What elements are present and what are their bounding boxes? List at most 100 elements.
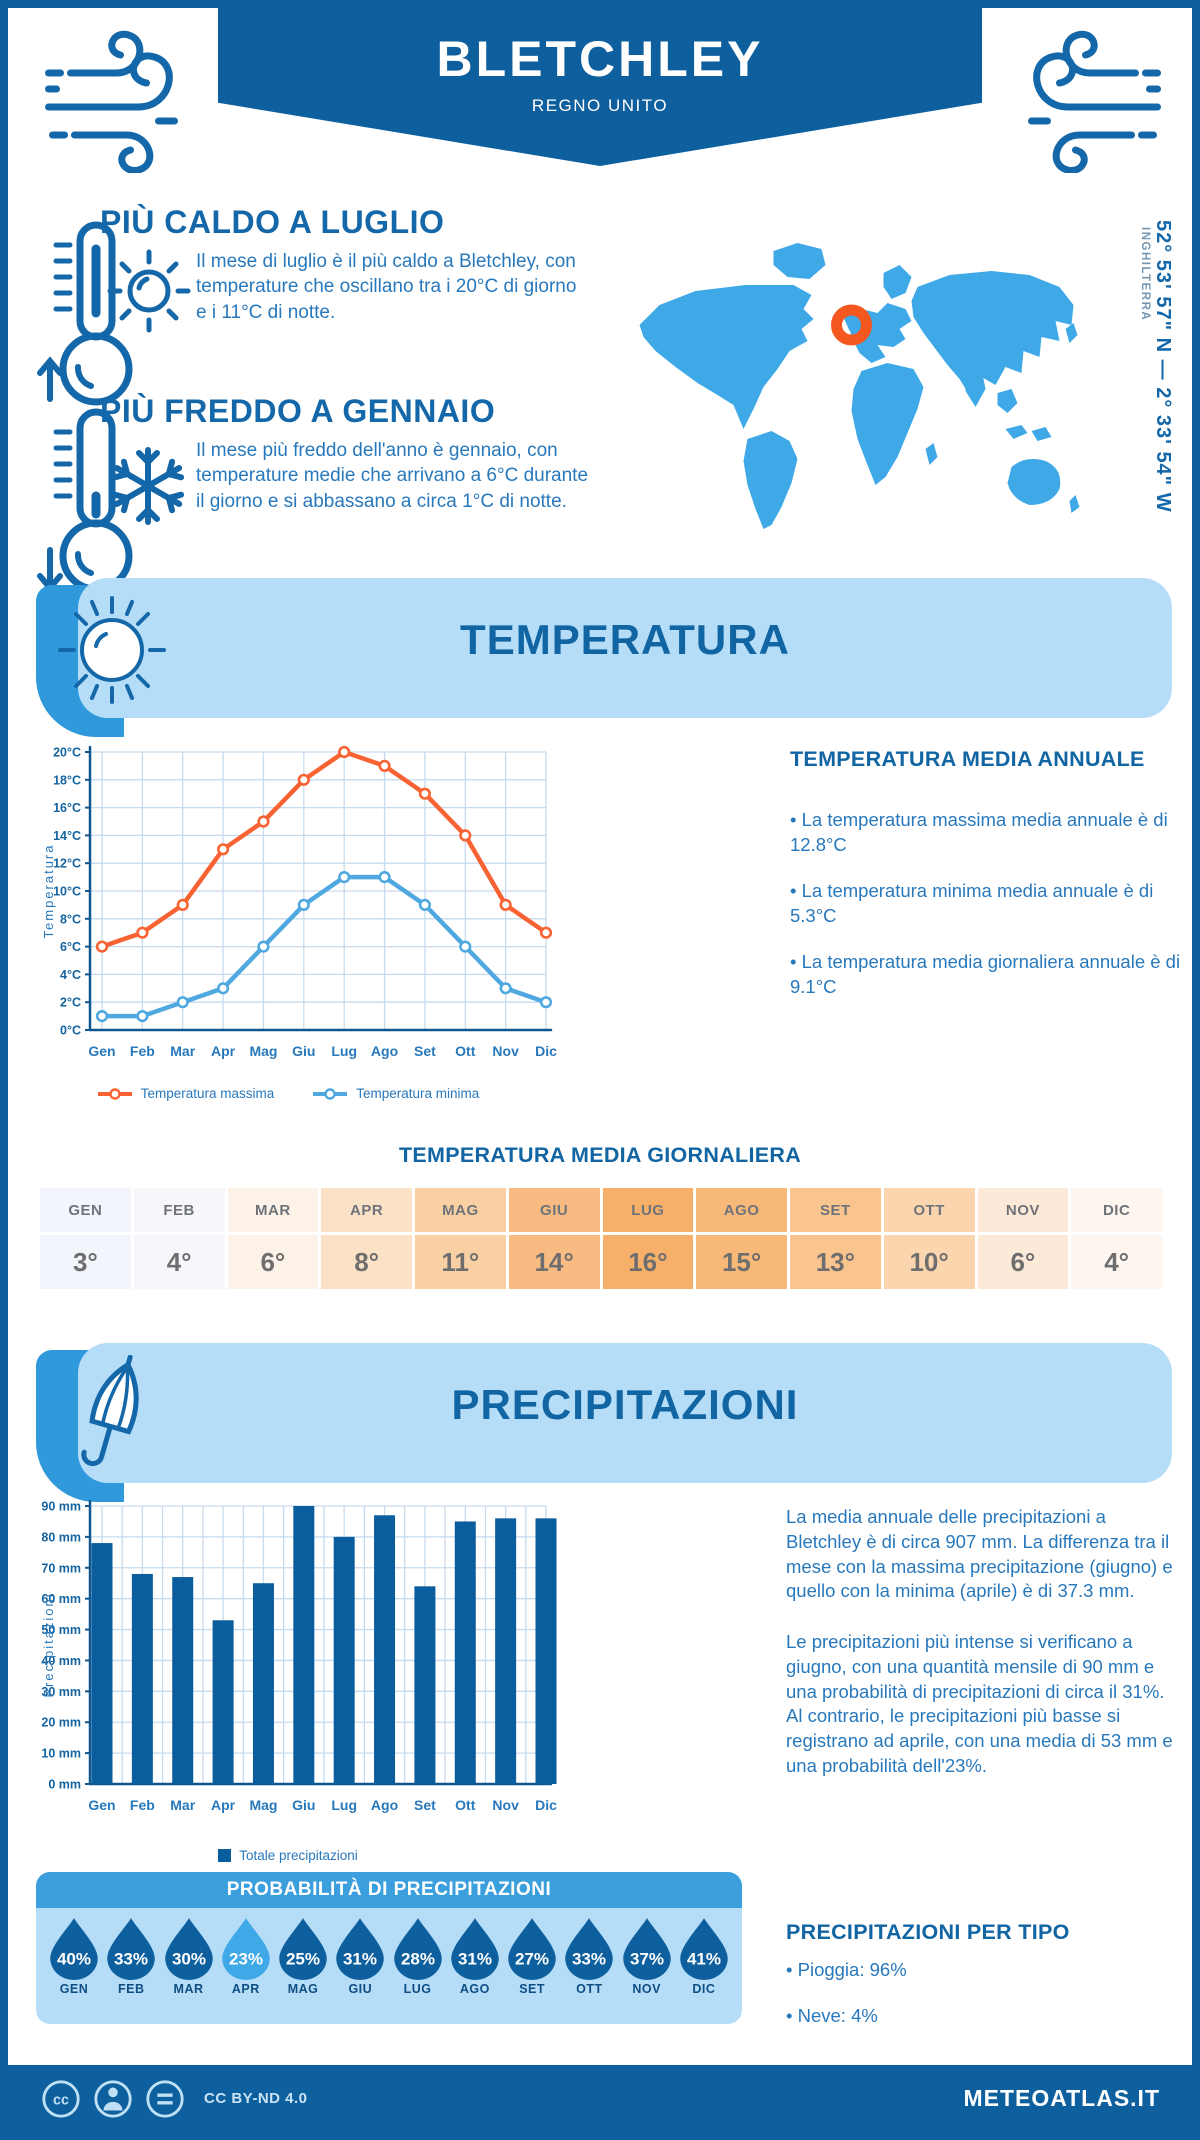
svg-text:12°C: 12°C — [53, 857, 81, 871]
probability-drop: 33% FEB — [105, 1916, 157, 1996]
monthly-temperature-table: GEN FEB MAR APR MAG GIU LUG AGO SET OTT NOV DIC 3° 4°… — [40, 1188, 1162, 1289]
probability-drops: 40% GEN 33% FEB 30% MAR 23% APR 25% MAG 31% GIU 28% L… — [36, 1908, 742, 1996]
temperature-chart-legend: Temperatura massima Temperatura minima — [48, 1086, 528, 1101]
probability-drop: 30% MAR — [163, 1916, 215, 1996]
svg-text:28%: 28% — [401, 1950, 435, 1969]
drop-month-label: GEN — [59, 1982, 89, 1996]
probability-drop: 31% AGO — [449, 1916, 501, 1996]
svg-text:Set: Set — [414, 1043, 436, 1059]
month-header-cell: DIC — [1071, 1188, 1162, 1232]
warmest-month-text: Il mese di luglio è il più caldo a Bletc… — [196, 251, 577, 323]
probability-drop: 31% GIU — [334, 1916, 386, 1996]
precipitation-banner — [78, 1343, 1172, 1483]
precipitation-chart: 0 mm 10 mm 20 mm 30 mm 40 mm 50 mm 60 mm 70 mm 8… — [41, 1500, 557, 1814]
water-drop-icon: 31% — [336, 1918, 385, 1980]
page-subtitle: REGNO UNITO — [531, 96, 669, 115]
drop-month-label: MAR — [173, 1982, 204, 1996]
svg-text:Feb: Feb — [130, 1043, 155, 1059]
svg-text:10°C: 10°C — [53, 885, 81, 899]
sun-banner-icon — [58, 596, 166, 704]
svg-text:40 mm: 40 mm — [41, 1654, 81, 1668]
probability-drop: 40% GEN — [48, 1916, 100, 1996]
temperature-banner — [78, 578, 1172, 718]
drop-month-label: NOV — [632, 1982, 661, 1996]
water-drop-icon: 33% — [107, 1918, 156, 1980]
svg-text:Ott: Ott — [455, 1043, 476, 1059]
precipitation-summary: La media annuale delle precipitazioni a … — [786, 1505, 1180, 1779]
svg-text:33%: 33% — [572, 1950, 606, 1969]
world-map — [639, 243, 1080, 529]
attribution-person-icon — [94, 2079, 132, 2118]
svg-text:0°C: 0°C — [60, 1024, 81, 1038]
svg-text:Gen: Gen — [88, 1797, 115, 1813]
water-drop-icon: 25% — [279, 1918, 327, 1980]
month-temperature-cell: 11° — [415, 1235, 506, 1289]
precipitation-paragraph: Le precipitazioni più intense si verific… — [786, 1631, 1173, 1777]
no-derivatives-icon — [146, 2079, 184, 2118]
svg-text:Ott: Ott — [455, 1797, 476, 1813]
svg-text:40%: 40% — [57, 1950, 91, 1969]
drop-month-label: AGO — [459, 1982, 490, 1996]
water-drop-icon: 31% — [451, 1918, 499, 1980]
probability-drop: 33% OTT — [563, 1916, 615, 1996]
month-temperature-cell: 15° — [696, 1235, 787, 1289]
svg-text:4°C: 4°C — [60, 968, 81, 982]
precipitation-type-title: PRECIPITAZIONI PER TIPO — [786, 1920, 1070, 1944]
drop-month-label: LUG — [403, 1982, 432, 1996]
water-drop-icon: 27% — [508, 1918, 556, 1980]
page-title: BLETCHLEY — [436, 31, 764, 87]
svg-text:33%: 33% — [114, 1950, 148, 1969]
svg-text:Mar: Mar — [170, 1797, 195, 1813]
svg-text:20°C: 20°C — [53, 746, 81, 760]
water-drop-icon: 23% — [222, 1918, 270, 1980]
svg-text:Dic: Dic — [535, 1797, 557, 1813]
month-temperature-cell: 6° — [977, 1235, 1069, 1289]
precipitation-type-bullets: • Pioggia: 96% • Neve: 4% — [786, 1958, 1178, 2050]
bullet-item: • La temperatura media giornaliera annua… — [790, 950, 1181, 997]
svg-text:37%: 37% — [630, 1950, 664, 1969]
svg-text:23%: 23% — [229, 1950, 263, 1969]
month-header-cell: MAR — [227, 1188, 319, 1232]
month-header-cell: APR — [321, 1188, 412, 1232]
probability-drop: 23% APR — [220, 1916, 272, 1996]
daily-temperature-title: TEMPERATURA MEDIA GIORNALIERA — [398, 1143, 802, 1167]
probability-drop: 25% MAG — [277, 1916, 329, 1996]
license-label: CC BY-ND 4.0 — [204, 2090, 308, 2107]
svg-text:25%: 25% — [286, 1950, 320, 1969]
footer: cc CC BY-ND 4.0 METEOATLAS.IT — [8, 2065, 1192, 2132]
svg-text:6°C: 6°C — [60, 940, 81, 954]
svg-text:31%: 31% — [343, 1950, 377, 1969]
month-header-cell: GIU — [508, 1188, 600, 1232]
drop-month-label: DIC — [692, 1982, 716, 1996]
month-header-cell: MAG — [415, 1188, 506, 1232]
precipitation-probability-title: PROBABILITÀ DI PRECIPITAZIONI — [36, 1872, 742, 1908]
probability-drop: 28% LUG — [392, 1916, 444, 1996]
svg-text:27%: 27% — [515, 1950, 549, 1969]
svg-text:Ago: Ago — [371, 1043, 398, 1059]
svg-text:Lug: Lug — [331, 1797, 357, 1813]
precipitation-section-title: PRECIPITAZIONI — [451, 1381, 799, 1428]
water-drop-icon: 28% — [393, 1918, 442, 1980]
svg-text:90 mm: 90 mm — [41, 1500, 81, 1514]
svg-text:50 mm: 50 mm — [41, 1623, 81, 1637]
month-header-cell: GEN — [40, 1188, 131, 1232]
month-header-cell: SET — [790, 1188, 881, 1232]
month-header-cell: LUG — [602, 1188, 694, 1232]
bullet-item: • La temperatura massima media annuale è… — [790, 809, 1168, 855]
wind-icon — [45, 30, 178, 173]
month-header-cell: AGO — [696, 1188, 787, 1232]
snowflake-icon — [102, 440, 194, 532]
thermometer-low-icon — [37, 408, 133, 593]
precipitation-chart-legend: Totale precipitazioni — [48, 1848, 528, 1863]
month-header-cell: FEB — [133, 1188, 225, 1232]
temperature-section-title: TEMPERATURA — [460, 616, 790, 663]
bullet-item: • Pioggia: 96% — [786, 1959, 907, 1980]
month-header-cell: OTT — [883, 1188, 975, 1232]
svg-text:Dic: Dic — [535, 1043, 557, 1059]
drop-month-label: APR — [231, 1982, 260, 1996]
svg-text:30 mm: 30 mm — [41, 1685, 81, 1699]
svg-text:Mag: Mag — [249, 1797, 277, 1813]
coordinates-label: 52° 53' 57" N — 2° 33' 54" W — [1152, 220, 1174, 513]
month-header-cell: NOV — [977, 1188, 1069, 1232]
svg-text:Temperatura: Temperatura — [41, 844, 56, 939]
